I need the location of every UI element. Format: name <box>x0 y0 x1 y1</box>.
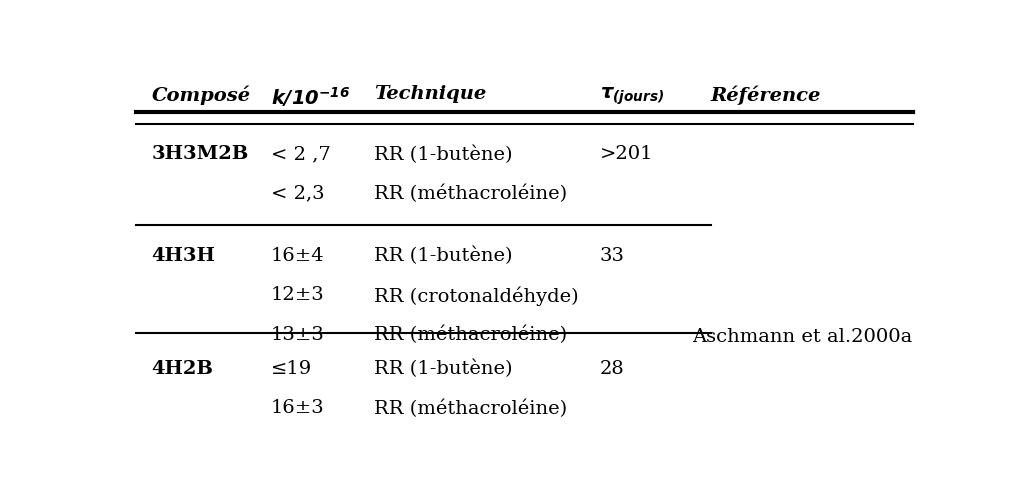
Text: ≤19: ≤19 <box>270 359 312 377</box>
Text: RR (crotonaldéhyde): RR (crotonaldéhyde) <box>373 286 578 305</box>
Text: 13±3: 13±3 <box>270 325 324 344</box>
Text: Technique: Technique <box>373 85 486 103</box>
Text: RR (1-butène): RR (1-butène) <box>373 246 513 265</box>
Text: RR (méthacroléine): RR (méthacroléine) <box>373 325 567 344</box>
Text: Composé: Composé <box>151 85 251 104</box>
Text: Aschmann et al.2000a: Aschmann et al.2000a <box>693 327 913 345</box>
Text: $\bfit{\tau}$$\bfit{_{(jours)}}$: $\bfit{\tau}$$\bfit{_{(jours)}}$ <box>599 85 664 106</box>
Text: < 2 ,7: < 2 ,7 <box>270 145 330 163</box>
Text: 4H2B: 4H2B <box>151 359 214 377</box>
Text: 28: 28 <box>599 359 624 377</box>
Text: RR (méthacroléine): RR (méthacroléine) <box>373 399 567 417</box>
Text: RR (1-butène): RR (1-butène) <box>373 145 513 163</box>
Text: 16±3: 16±3 <box>270 399 324 417</box>
Text: < 2,3: < 2,3 <box>270 184 324 203</box>
Text: RR (1-butène): RR (1-butène) <box>373 359 513 378</box>
Text: $\bfit{k/10^{-16}}$: $\bfit{k/10^{-16}}$ <box>270 85 350 109</box>
Text: >201: >201 <box>599 145 653 163</box>
Text: 12±3: 12±3 <box>270 286 324 304</box>
Text: 16±4: 16±4 <box>270 246 324 264</box>
Text: 3H3M2B: 3H3M2B <box>151 145 249 163</box>
Text: RR (méthacroléine): RR (méthacroléine) <box>373 184 567 203</box>
Text: Référence: Référence <box>711 85 821 104</box>
Text: 4H3H: 4H3H <box>151 246 216 264</box>
Text: 33: 33 <box>599 246 625 264</box>
